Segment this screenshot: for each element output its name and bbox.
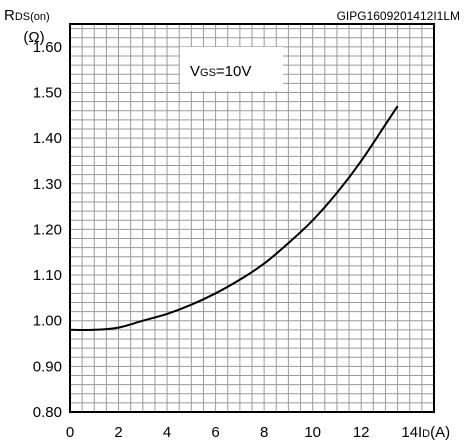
y-tick-label: 1.10 [33, 267, 62, 284]
x-tick-label: 0 [66, 424, 74, 441]
x-tick-label: 6 [211, 424, 219, 441]
y-tick-label: 1.60 [33, 39, 62, 56]
annotation-box [180, 47, 283, 91]
y-tick-label: 1.30 [33, 176, 62, 193]
figure-code: GIPG1609201412I1LM [337, 9, 460, 23]
x-tick-label: 8 [260, 424, 268, 441]
y-tick-label: 1.40 [33, 130, 62, 147]
y-tick-label: 1.50 [33, 84, 62, 101]
annotation-vgs: VGS=10V [190, 63, 251, 80]
y-tick-label: 0.80 [33, 404, 62, 421]
x-tick-label: 10 [304, 424, 321, 441]
x-tick-label: 14 [401, 424, 418, 441]
tick-labels: 0 2 4 6 8 10 12 14 0.80 0.90 1.00 1.10 1.20 1.30 1.40 1… [33, 39, 418, 441]
x-tick-label: 12 [353, 424, 370, 441]
series-line [69, 105, 399, 331]
plot-frame [69, 23, 435, 413]
x-axis-label: ID(A) [418, 424, 450, 441]
x-tick-label: 2 [114, 424, 122, 441]
y-axis-label: RDS(on) [4, 7, 50, 24]
y-tick-label: 1.20 [33, 221, 62, 238]
y-tick-label: 1.00 [33, 313, 62, 330]
y-axis-unit: (Ω) [23, 29, 44, 46]
y-tick-label: 0.90 [33, 358, 62, 375]
x-tick-label: 4 [163, 424, 171, 441]
